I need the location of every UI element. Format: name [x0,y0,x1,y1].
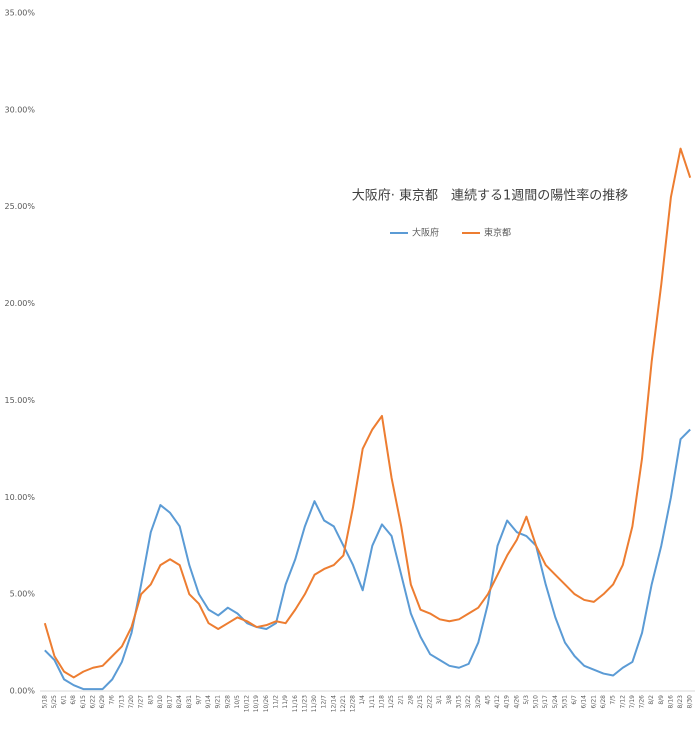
x-tick-label: 8/10 [157,695,164,709]
x-tick-label: 4/19 [504,695,511,709]
x-tick-label: 4/12 [494,695,501,709]
x-tick-label: 10/5 [234,695,241,709]
x-tick-label: 7/27 [138,695,145,709]
y-tick-label: 10.00% [4,493,35,502]
x-tick-label: 4/5 [484,695,491,705]
x-tick-label: 11/23 [301,695,308,712]
x-tick-label: 8/31 [186,695,193,709]
x-tick-label: 5/18 [41,695,48,709]
x-tick-label: 8/16 [667,695,674,709]
x-tick-label: 6/8 [70,695,77,705]
x-tick-label: 7/5 [610,695,617,705]
x-tick-label: 1/11 [369,695,376,709]
x-tick-label: 10/26 [263,695,270,712]
x-tick-label: 4/26 [513,695,520,709]
x-tick-label: 7/12 [619,695,626,709]
x-tick-label: 7/26 [639,695,646,709]
x-tick-label: 12/7 [321,695,328,709]
x-tick-label: 9/21 [215,695,222,709]
x-tick-label: 12/28 [350,695,357,712]
x-tick-label: 5/24 [552,695,559,709]
x-tick-label: 3/8 [446,695,453,705]
y-tick-label: 0.00% [10,687,36,696]
x-tick-label: 6/7 [571,695,578,705]
x-tick-label: 11/30 [311,695,318,712]
x-tick-label: 7/19 [629,695,636,709]
x-tick-label: 6/29 [99,695,106,709]
legend-label: 東京都 [484,227,511,239]
x-tick-label: 6/22 [89,695,96,709]
x-tick-label: 6/28 [600,695,607,709]
x-tick-label: 2/22 [427,695,434,709]
x-tick-label: 11/16 [292,695,299,712]
x-tick-label: 6/21 [590,695,597,709]
x-tick-label: 7/6 [109,695,116,705]
x-tick-label: 12/21 [340,695,347,712]
x-tick-label: 3/22 [465,695,472,709]
x-tick-label: 5/31 [561,695,568,709]
x-tick-label: 2/1 [398,695,405,705]
x-tick-label: 6/15 [80,695,87,709]
y-tick-label: 25.00% [4,202,35,211]
series-line [44,428,691,691]
x-tick-label: 5/10 [533,695,540,709]
x-tick-label: 1/25 [388,695,395,709]
x-tick-label: 9/14 [205,695,212,709]
x-tick-label: 5/3 [523,695,530,705]
x-tick-label: 9/28 [224,695,231,709]
x-tick-label: 7/13 [118,695,125,709]
x-tick-label: 8/3 [147,695,154,705]
x-tick-label: 7/20 [128,695,135,709]
x-tick-label: 6/1 [61,695,68,705]
x-tick-label: 3/15 [456,695,463,709]
x-tick-label: 5/17 [542,695,549,709]
x-tick-label: 8/9 [658,695,665,705]
y-tick-label: 20.00% [4,299,35,308]
y-tick-label: 5.00% [10,590,36,599]
y-tick-label: 15.00% [4,396,35,405]
x-tick-label: 9/7 [195,695,202,705]
x-tick-label: 11/2 [272,695,279,709]
x-tick-label: 2/15 [417,695,424,709]
x-tick-label: 1/4 [359,695,366,705]
x-tick-label: 11/9 [282,695,289,709]
x-tick-label: 10/19 [253,695,260,712]
x-tick-label: 6/14 [581,695,588,709]
x-tick-label: 8/24 [176,695,183,709]
legend-label: 大阪府 [412,227,439,239]
x-tick-label: 1/18 [378,695,385,709]
x-tick-label: 5/25 [51,695,58,709]
x-tick-label: 2/8 [407,695,414,705]
x-tick-label: 3/29 [475,695,482,709]
x-tick-label: 8/17 [167,695,174,709]
y-tick-label: 30.00% [4,105,35,114]
x-tick-label: 8/30 [687,695,694,709]
x-tick-label: 3/1 [436,695,443,705]
x-tick-label: 8/2 [648,695,655,705]
chart-title: 大阪府· 東京都 連続する1週間の陽性率の推移 [352,188,629,204]
y-tick-label: 35.00% [4,9,35,18]
x-tick-label: 8/23 [677,695,684,709]
x-tick-label: 12/14 [330,695,337,712]
x-tick-label: 10/12 [244,695,251,712]
series-line [43,147,692,679]
